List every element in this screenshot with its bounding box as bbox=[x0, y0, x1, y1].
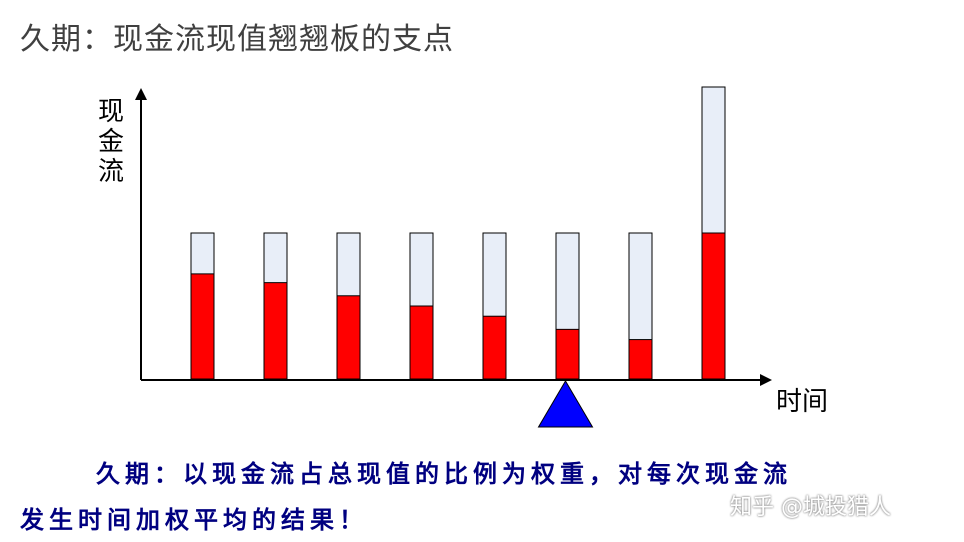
fulcrum-triangle bbox=[537, 380, 594, 428]
watermark: 知乎 @城投猎人 bbox=[730, 495, 891, 520]
caption-line-2: 发生时间加权平均的结果！ bbox=[20, 506, 368, 534]
present-value-bar-2 bbox=[263, 282, 288, 380]
present-value-bar-5 bbox=[482, 315, 507, 380]
cash-flow-bars bbox=[190, 86, 726, 380]
present-value-bar-3 bbox=[336, 295, 361, 380]
caption-line-1: 久期：以现金流占总现值的比例为权重，对每次现金流 bbox=[96, 460, 792, 488]
present-value-bar-4 bbox=[409, 305, 434, 380]
present-value-bar-8 bbox=[701, 232, 726, 380]
x-axis-label: 时间 bbox=[776, 387, 828, 417]
present-value-bar-7 bbox=[628, 339, 653, 380]
present-value-bar-1 bbox=[190, 273, 215, 380]
y-axis-label: 现金流 bbox=[98, 97, 124, 187]
page-title: 久期：现金流现值翘翘板的支点 bbox=[20, 22, 454, 57]
present-value-bar-6 bbox=[555, 328, 580, 380]
